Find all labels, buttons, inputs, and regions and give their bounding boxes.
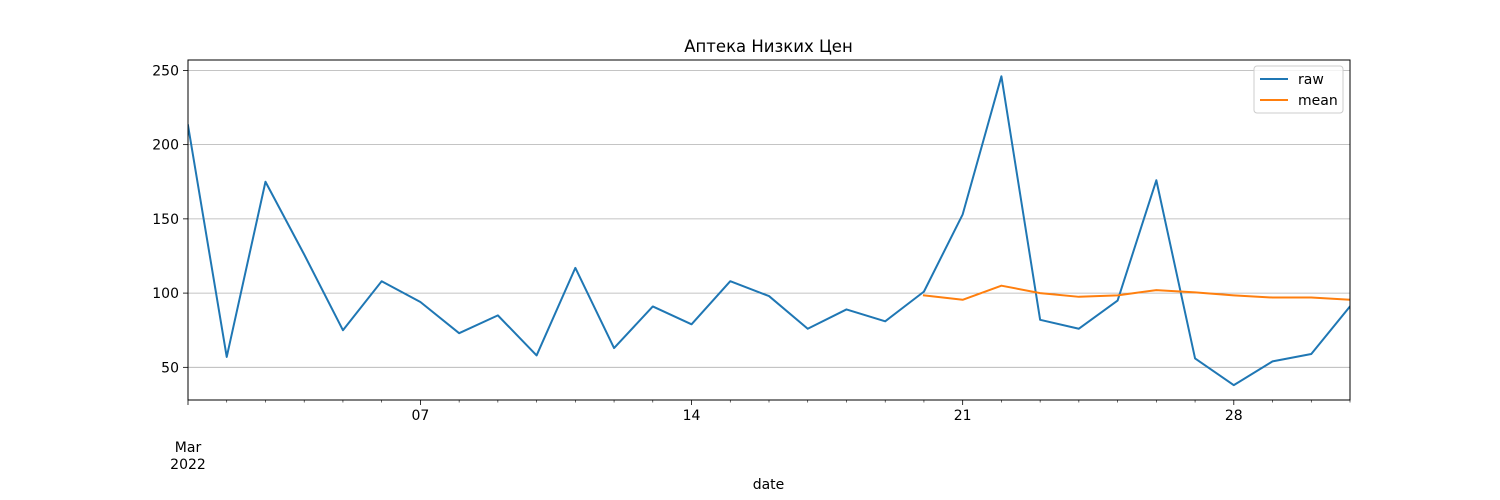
- plot-border: [187, 59, 1351, 401]
- x-tick-label: 28: [1225, 408, 1243, 424]
- y-tick-label: 50: [161, 360, 179, 376]
- legend: raw mean: [1253, 65, 1344, 114]
- y-tick-label: 250: [152, 63, 179, 79]
- x-tick-label: 07: [411, 408, 429, 424]
- grid-lines: [188, 69, 1350, 368]
- x-tick-label-month: Mar: [175, 440, 202, 456]
- x-tick-label: 21: [954, 408, 972, 424]
- chart-title: Аптека Низких Цен: [684, 37, 853, 56]
- y-tick-label: 150: [152, 212, 179, 228]
- y-tick-label: 200: [152, 138, 179, 154]
- legend-box: [1253, 65, 1344, 114]
- legend-label-raw: raw: [1298, 72, 1324, 88]
- y-tick-label: 100: [152, 286, 179, 302]
- series-line-raw: [188, 75, 1350, 387]
- legend-label-mean: mean: [1298, 93, 1338, 109]
- x-tick-label: 14: [683, 408, 701, 424]
- x-tick-label-year: 2022: [170, 457, 206, 473]
- x-axis-label: date: [753, 477, 785, 493]
- y-axis: 50 100 150 200 250: [152, 63, 188, 376]
- series-line-mean: [922, 284, 1350, 301]
- series-layer: [188, 75, 1350, 387]
- plot-frame: [187, 59, 1351, 401]
